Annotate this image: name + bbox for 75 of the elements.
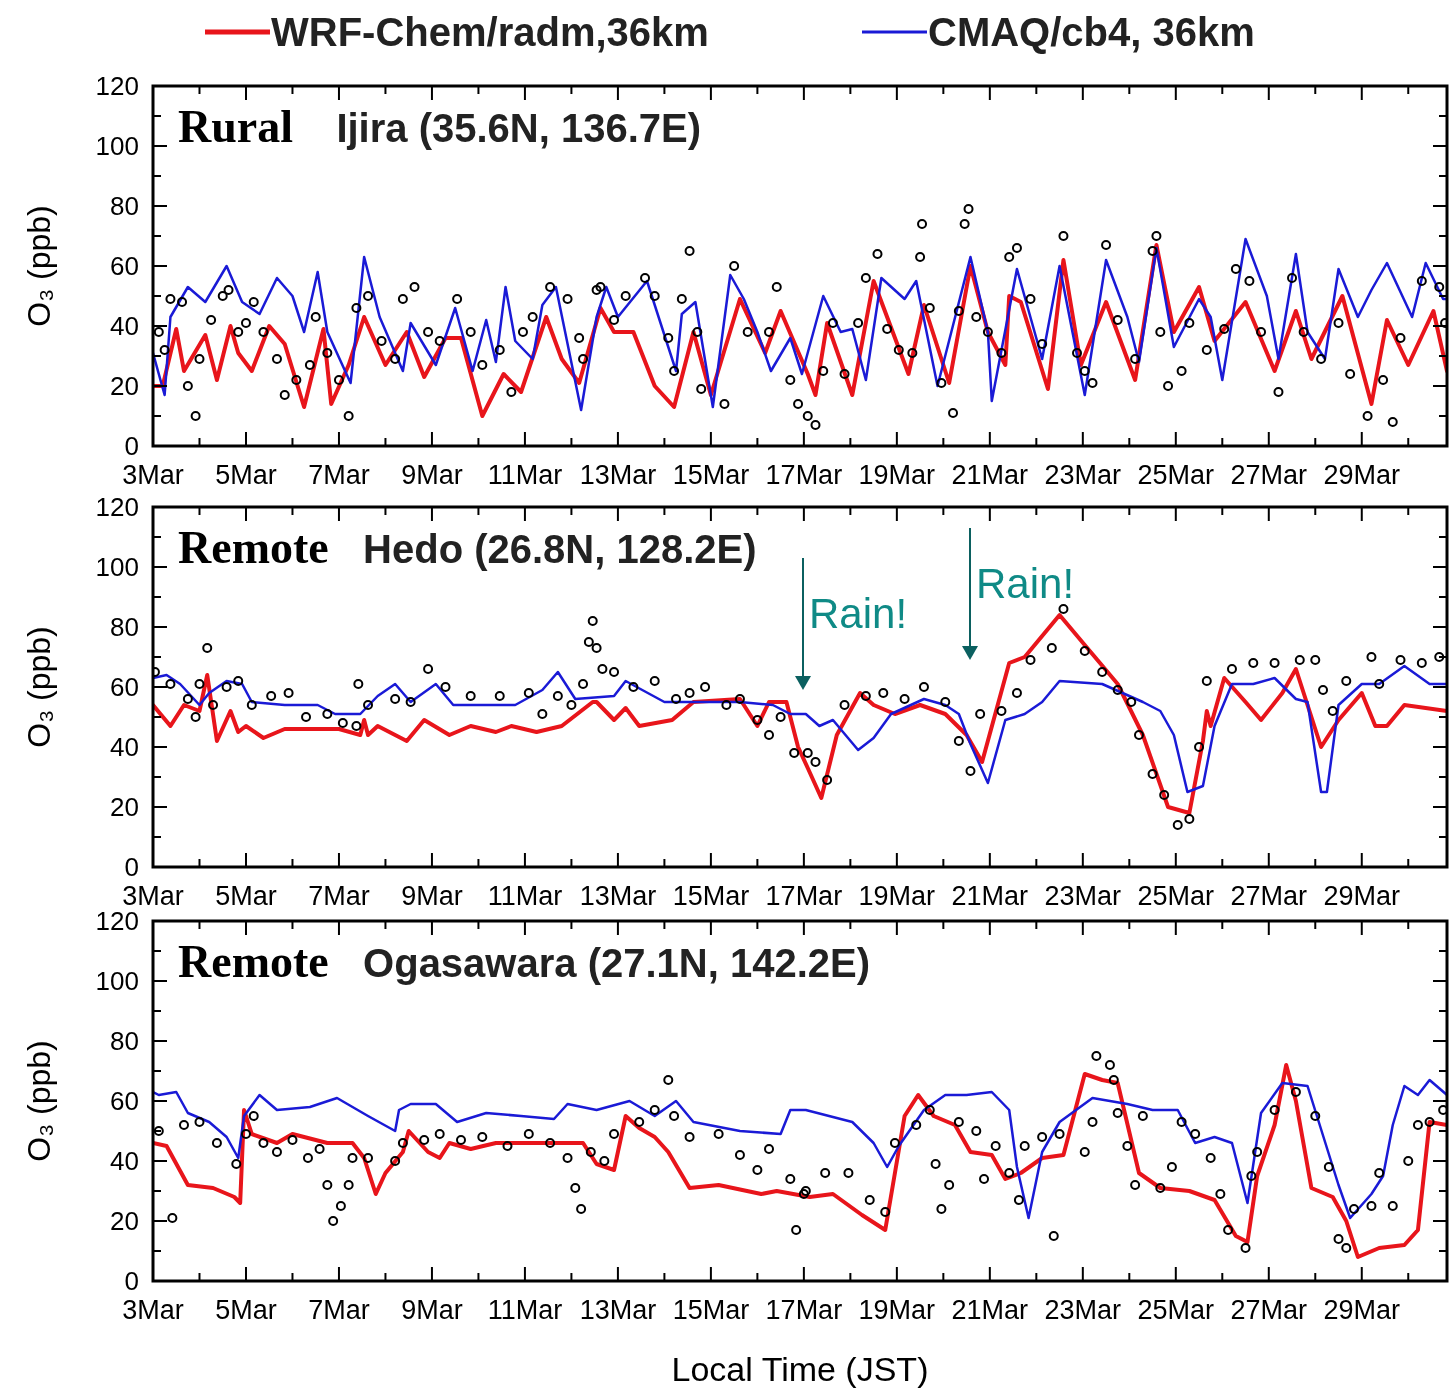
x-tick-label: 7Mar (308, 1295, 370, 1325)
chart-title: Rural (178, 101, 293, 152)
x-tick-label: 11Mar (487, 881, 563, 911)
x-tick-label: 25Mar (1137, 1295, 1215, 1325)
x-tick-label: 21Mar (951, 460, 1029, 490)
text: Ijira (35.6N, 136.7E) (336, 106, 702, 150)
y-tick-label: 0 (124, 1266, 139, 1296)
x-tick-label: 9Mar (401, 1295, 463, 1325)
chart-title: Remote (178, 522, 329, 573)
x-tick-label: 3Mar (122, 1295, 184, 1325)
y-tick-label: 100 (95, 966, 139, 996)
x-tick-label: 23Mar (1044, 881, 1122, 911)
x-tick-label: 29Mar (1323, 881, 1401, 911)
x-tick-label: 27Mar (1230, 881, 1308, 911)
y-axis-title: O₃ (ppb) (21, 1040, 57, 1162)
x-tick-label: 23Mar (1044, 460, 1122, 490)
x-tick-label: 13Mar (579, 1295, 657, 1325)
y-tick-label: 60 (110, 251, 139, 281)
x-tick-label: 15Mar (672, 460, 750, 490)
y-tick-label: 40 (110, 1146, 139, 1176)
y-tick-label: 0 (124, 852, 139, 882)
x-tick-label: 5Mar (215, 1295, 277, 1325)
x-tick-label: 5Mar (215, 460, 277, 490)
y-tick-label: 120 (95, 71, 139, 101)
x-tick-label: 27Mar (1230, 460, 1308, 490)
x-tick-label: 25Mar (1137, 460, 1215, 490)
y-tick-label: 60 (110, 1086, 139, 1116)
x-tick-label: 27Mar (1230, 1295, 1308, 1325)
x-tick-label: 9Mar (401, 881, 463, 911)
text: Hedo (26.8N, 128.2E) (363, 527, 757, 571)
x-axis-title: Local Time (JST) (671, 1350, 929, 1388)
y-tick-label: 100 (95, 552, 139, 582)
x-tick-label: 29Mar (1323, 460, 1401, 490)
x-tick-label: 29Mar (1323, 1295, 1401, 1325)
x-tick-label: 17Mar (765, 1295, 843, 1325)
y-axis-title: O₃ (ppb) (21, 205, 57, 327)
y-tick-label: 80 (110, 191, 139, 221)
annotation: Rain! (809, 590, 908, 637)
x-tick-label: 21Mar (951, 1295, 1029, 1325)
x-tick-label: 19Mar (858, 460, 936, 490)
x-tick-label: 11Mar (487, 460, 563, 490)
x-tick-label: 15Mar (672, 881, 750, 911)
y-tick-label: 0 (124, 431, 139, 461)
chart-title: Remote (178, 936, 329, 987)
x-tick-label: 25Mar (1137, 881, 1215, 911)
x-tick-label: 21Mar (951, 881, 1029, 911)
y-tick-label: 40 (110, 311, 139, 341)
x-tick-label: 15Mar (672, 1295, 750, 1325)
legend-label: WRF-Chem/radm,36km (271, 10, 709, 54)
x-tick-label: 17Mar (765, 881, 843, 911)
legend-label: CMAQ/cb4, 36km (928, 10, 1255, 54)
x-tick-label: 7Mar (308, 881, 370, 911)
y-tick-label: 60 (110, 672, 139, 702)
x-tick-label: 5Mar (215, 881, 277, 911)
x-tick-label: 3Mar (122, 460, 184, 490)
y-tick-label: 20 (110, 371, 139, 401)
y-tick-label: 20 (110, 1206, 139, 1236)
y-tick-label: 80 (110, 1026, 139, 1056)
x-tick-label: 13Mar (579, 881, 657, 911)
x-tick-label: 19Mar (858, 1295, 936, 1325)
y-tick-label: 100 (95, 131, 139, 161)
y-axis-title: O₃ (ppb) (21, 626, 57, 748)
annotation: Rain! (976, 560, 1075, 607)
x-tick-label: 13Mar (579, 460, 657, 490)
x-tick-label: 19Mar (858, 881, 936, 911)
x-tick-label: 9Mar (401, 460, 463, 490)
x-tick-label: 7Mar (308, 460, 370, 490)
x-tick-label: 17Mar (765, 460, 843, 490)
y-tick-label: 80 (110, 612, 139, 642)
text: Ogasawara (27.1N, 142.2E) (363, 941, 871, 985)
x-tick-label: 11Mar (487, 1295, 563, 1325)
y-tick-label: 120 (95, 492, 139, 522)
y-tick-label: 40 (110, 732, 139, 762)
x-tick-label: 23Mar (1044, 1295, 1122, 1325)
y-tick-label: 20 (110, 792, 139, 822)
